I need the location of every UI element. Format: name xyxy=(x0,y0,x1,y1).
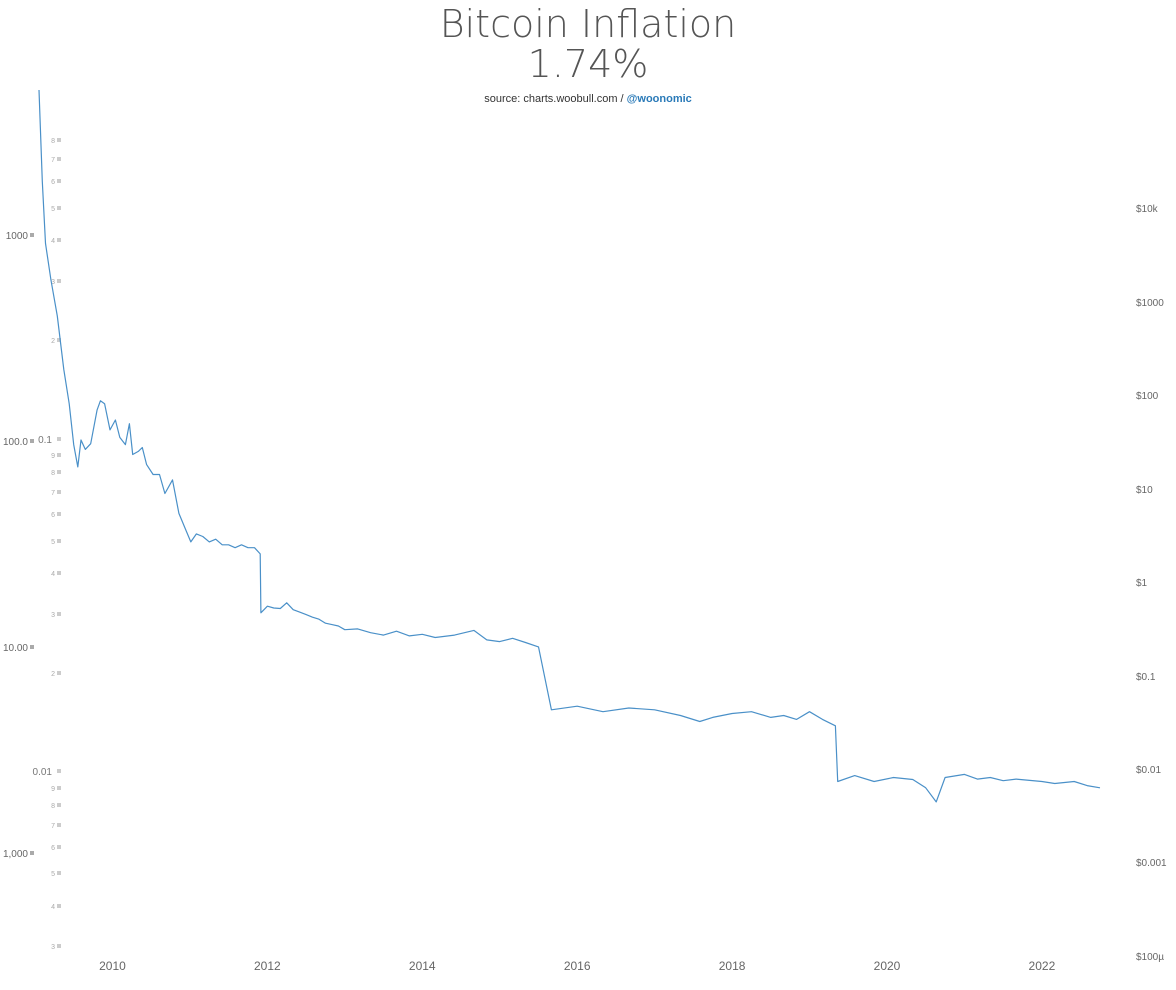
y-left-minor-tick-label: 7 xyxy=(51,823,55,830)
source-text: source: charts.woobull.com / xyxy=(484,93,624,105)
source-line: source: charts.woobull.com / @woonomic xyxy=(0,93,1176,105)
y-left-minor-tick-label: 4 xyxy=(51,904,55,911)
y-left-minor-tick-label: 5 xyxy=(51,539,55,546)
y-left-minor-tick-mark xyxy=(57,871,61,875)
y-inner-major-tick-mark xyxy=(57,769,61,773)
y-left-major-tick-mark xyxy=(30,851,34,855)
y-inner-major-tick-mark xyxy=(57,437,61,441)
y-left-minor-tick-label: 3 xyxy=(51,279,55,286)
y-right-tick-label: $1000 xyxy=(1136,298,1164,309)
y-left-major-tick-label: 10.00 xyxy=(3,643,28,654)
y-left-minor-tick-mark xyxy=(57,206,61,210)
y-left-minor-tick-label: 3 xyxy=(51,944,55,951)
y-left-major-tick-mark xyxy=(30,439,34,443)
y-left-minor-tick-label: 5 xyxy=(51,871,55,878)
x-tick-label: 2014 xyxy=(409,959,436,973)
y-left-minor-tick-label: 2 xyxy=(51,338,55,345)
chart-title: Bitcoin Inflation xyxy=(439,2,737,46)
x-tick-label: 2010 xyxy=(99,959,126,973)
y-left-minor-tick-mark xyxy=(57,786,61,790)
y-inner-major-tick-label: 0.1 xyxy=(38,435,52,446)
y-left-minor-tick-mark xyxy=(57,512,61,516)
x-tick-label: 2012 xyxy=(254,959,281,973)
y-left-minor-tick-mark xyxy=(57,944,61,948)
y-left-major-tick-label: 1,000 xyxy=(3,849,28,860)
y-left-minor-tick-mark xyxy=(57,238,61,242)
y-right-tick-label: $10 xyxy=(1136,485,1153,496)
y-left-minor-tick-label: 6 xyxy=(51,179,55,186)
y-left-minor-tick-mark xyxy=(57,453,61,457)
y-left-minor-tick-mark xyxy=(57,571,61,575)
y-left-minor-tick-mark xyxy=(57,338,61,342)
y-left-minor-tick-mark xyxy=(57,179,61,183)
y-right-tick-label: $100 xyxy=(1136,391,1159,402)
current-inflation-value: 1.74% xyxy=(527,42,649,86)
y-left-minor-tick-label: 3 xyxy=(51,612,55,619)
y-left-minor-tick-mark xyxy=(57,490,61,494)
y-right-tick-label: $100µ xyxy=(1136,952,1164,963)
y-left-minor-tick-label: 2 xyxy=(51,671,55,678)
y-left-major-tick-mark xyxy=(30,233,34,237)
y-left-major-tick-label: 1000 xyxy=(6,231,29,242)
y-left-minor-tick-mark xyxy=(57,612,61,616)
y-left-minor-tick-label: 4 xyxy=(51,238,55,245)
y-left-minor-tick-label: 4 xyxy=(51,571,55,578)
y-left-minor-tick-label: 8 xyxy=(51,803,55,810)
y-left-minor-tick-label: 6 xyxy=(51,845,55,852)
source-handle-link[interactable]: @woonomic xyxy=(626,93,692,105)
y-left-minor-tick-label: 7 xyxy=(51,157,55,164)
y-left-minor-tick-label: 8 xyxy=(51,470,55,477)
y-left-major-tick-mark xyxy=(30,645,34,649)
x-tick-label: 2020 xyxy=(874,959,901,973)
y-left-minor-tick-mark xyxy=(57,845,61,849)
y-left-minor-tick-mark xyxy=(57,138,61,142)
y-left-minor-tick-mark xyxy=(57,904,61,908)
inflation-series-line xyxy=(38,89,1101,803)
y-right-tick-label: $0.01 xyxy=(1136,765,1161,776)
y-right-tick-label: $0.001 xyxy=(1136,858,1167,869)
y-left-minor-tick-mark xyxy=(57,157,61,161)
x-tick-label: 2018 xyxy=(719,959,746,973)
y-left-minor-tick-mark xyxy=(57,279,61,283)
y-left-minor-tick-mark xyxy=(57,671,61,675)
y-right-tick-label: $10k xyxy=(1136,204,1159,215)
y-left-minor-tick-mark xyxy=(57,803,61,807)
y-left-minor-tick-mark xyxy=(57,470,61,474)
y-left-minor-tick-mark xyxy=(57,823,61,827)
y-right-tick-label: $0.1 xyxy=(1136,672,1156,683)
y-right-tick-label: $1 xyxy=(1136,578,1148,589)
y-left-minor-tick-label: 6 xyxy=(51,512,55,519)
y-left-minor-tick-label: 8 xyxy=(51,138,55,145)
y-left-minor-tick-label: 7 xyxy=(51,490,55,497)
y-left-minor-tick-label: 9 xyxy=(51,786,55,793)
x-tick-label: 2022 xyxy=(1029,959,1056,973)
y-left-minor-tick-mark xyxy=(57,539,61,543)
y-inner-major-tick-label: 0.01 xyxy=(33,767,53,778)
x-tick-label: 2016 xyxy=(564,959,591,973)
y-left-minor-tick-label: 5 xyxy=(51,206,55,213)
y-left-minor-tick-label: 9 xyxy=(51,453,55,460)
y-left-major-tick-label: 100.0 xyxy=(3,437,28,448)
